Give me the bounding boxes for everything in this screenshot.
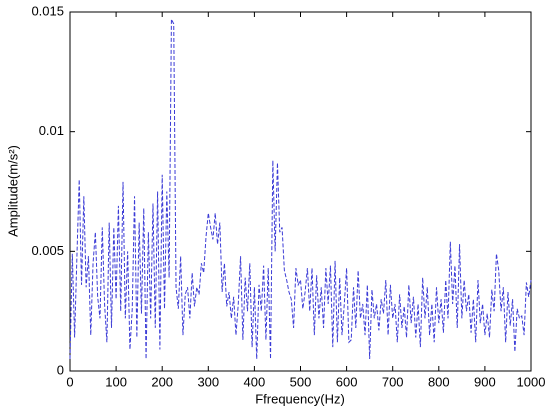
- x-tick-label: 600: [336, 374, 358, 389]
- x-tick-label: 0: [66, 374, 73, 389]
- x-tick-label: 100: [105, 374, 127, 389]
- x-tick-label: 800: [428, 374, 450, 389]
- x-tick-label: 1000: [517, 374, 546, 389]
- y-tick-label: 0.005: [31, 243, 64, 258]
- data-line: [69, 18, 532, 360]
- x-tick-label: 300: [197, 374, 219, 389]
- y-axis-label: Amplitude(m/s²): [5, 145, 20, 237]
- x-tick-label: 900: [474, 374, 496, 389]
- x-tick-label: 500: [290, 374, 312, 389]
- y-tick-label: 0.01: [39, 123, 64, 138]
- x-tick-label: 700: [382, 374, 404, 389]
- plot-frame: [69, 11, 532, 372]
- x-tick-label: 200: [151, 374, 173, 389]
- x-tick-label: 400: [244, 374, 266, 389]
- x-axis-label: Ffrequency(Hz): [255, 391, 345, 406]
- y-tick-label: 0.015: [31, 3, 64, 18]
- y-tick-label: 0: [57, 362, 64, 377]
